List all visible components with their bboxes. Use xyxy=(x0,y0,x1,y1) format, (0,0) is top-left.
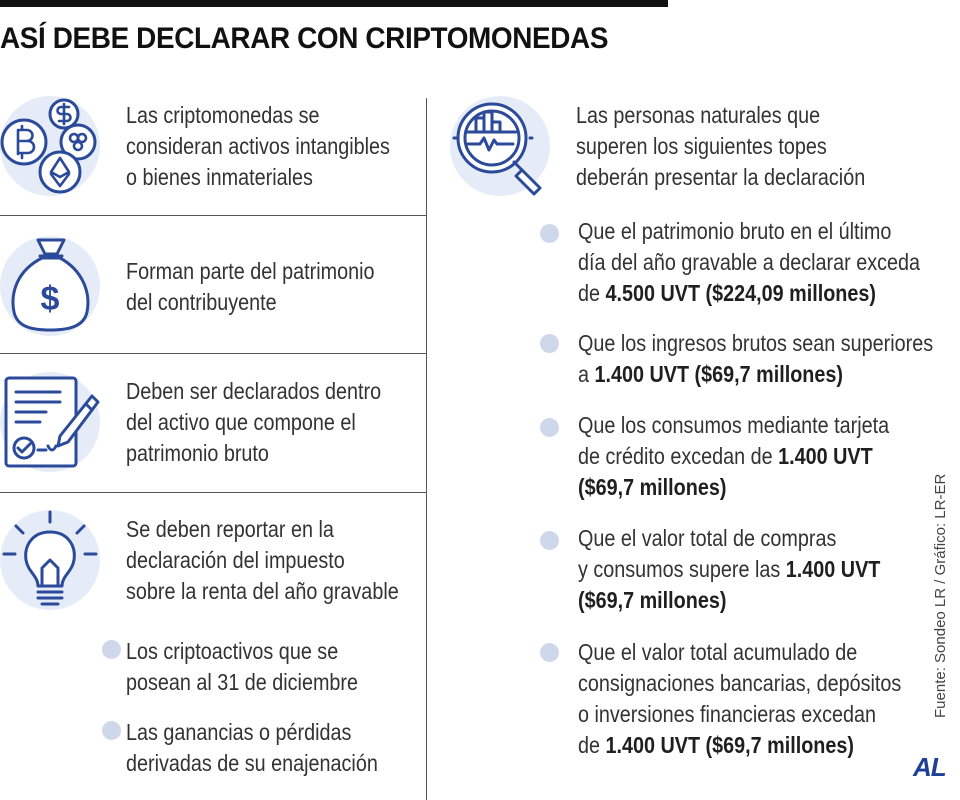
list-item: Las ganancias o pérdidas derivadas de su… xyxy=(126,717,378,779)
list-item: Que los consumos mediante tarjeta de cré… xyxy=(578,410,889,503)
bullet-dot xyxy=(102,721,121,740)
block-text-line: del activo que compone el xyxy=(126,409,356,435)
bullet-text-line: Que los ingresos brutos sean superiores xyxy=(578,330,934,356)
light-bulb-icon xyxy=(2,510,98,606)
bullet-text-line: Que el valor total acumulado de xyxy=(578,639,858,665)
bullet-text-line: de 1.400 UVT ($69,7 millones) xyxy=(578,730,901,761)
block-text-line: Se deben reportar en la xyxy=(126,516,334,542)
bullet-text-line: de 4.500 UVT ($224,09 millones) xyxy=(578,278,920,309)
threshold-value: 1.400 UVT xyxy=(785,556,881,582)
column-divider xyxy=(426,98,427,800)
magnifier-chart-icon xyxy=(452,102,542,196)
block-text-line: consideran activos intangibles xyxy=(126,133,390,159)
bullet-text-line: a 1.400 UVT ($69,7 millones) xyxy=(578,359,933,390)
bullet-dot xyxy=(540,334,559,353)
bullet-text-line: o inversiones financieras excedan xyxy=(578,701,876,727)
bullet-text-line: día del año gravable a declarar exceda xyxy=(578,249,920,275)
threshold-value: 1.400 UVT ($69,7 millones) xyxy=(594,361,843,387)
top-rule xyxy=(0,0,668,7)
bullet-text-line: Las ganancias o pérdidas xyxy=(126,719,352,745)
bullet-text-line: ($69,7 millones) xyxy=(578,472,889,503)
bullet-text: y consumos supere las xyxy=(578,556,786,582)
bullet-text-line: derivadas de su enajenación xyxy=(126,750,378,776)
money-bag-icon: $ xyxy=(11,238,90,332)
publisher-logo: AL xyxy=(913,752,947,782)
bullet-text-line: posean al 31 de diciembre xyxy=(126,669,359,695)
bullet-text-line: de crédito excedan de 1.400 UVT xyxy=(578,441,889,472)
bullet-dot xyxy=(540,531,559,550)
threshold-value: ($69,7 millones) xyxy=(578,474,727,500)
signed-document-icon xyxy=(4,376,100,468)
block-text-line: patrimonio bruto xyxy=(126,440,269,466)
block-text-line: Las criptomonedas se xyxy=(126,102,320,128)
bullet-text-line: ($69,7 millones) xyxy=(578,585,880,616)
bullet-text: de xyxy=(578,280,606,306)
threshold-value: ($69,7 millones) xyxy=(578,587,727,613)
row-divider xyxy=(0,492,426,493)
list-item: Que el patrimonio bruto en el último día… xyxy=(578,216,920,309)
block-text-line: o bienes inmateriales xyxy=(126,164,313,190)
source-credit: Fuente: Sondeo LR / Gráfico: LR-ER xyxy=(932,473,949,718)
row-divider xyxy=(0,215,426,216)
threshold-value: 1.400 UVT xyxy=(778,443,873,469)
threshold-value: 1.400 UVT ($69,7 millones) xyxy=(605,732,854,758)
block-text-line: Deben ser declarados dentro xyxy=(126,378,382,404)
list-item: Los criptoactivos que se posean al 31 de… xyxy=(126,636,358,698)
bullet-text-line: Que el patrimonio bruto en el último xyxy=(578,218,892,244)
row-divider xyxy=(0,353,426,354)
bullet-dot xyxy=(540,643,559,662)
bullet-dot xyxy=(102,640,121,659)
block-text-line: sobre la renta del año gravable xyxy=(126,578,399,604)
block-text-line: del contribuyente xyxy=(126,289,277,315)
dollar-sign-icon: $ xyxy=(41,280,60,318)
bullet-text-line: consignaciones bancarias, depósitos xyxy=(578,670,902,696)
intro-text-line: superen los siguientes topes xyxy=(576,133,827,159)
bullet-text: de crédito excedan de xyxy=(578,443,779,469)
list-item: Que el valor total acumulado de consigna… xyxy=(578,637,901,761)
list-item: Que los ingresos brutos sean superiores … xyxy=(578,328,933,390)
bullet-text: de xyxy=(578,732,606,758)
intro-text-line: Las personas naturales que xyxy=(576,102,821,128)
bullet-text-line: y consumos supere las 1.400 UVT xyxy=(578,554,880,585)
bullet-text-line: Que los consumos mediante tarjeta xyxy=(578,412,890,438)
intro-text-line: deberán presentar la declaración xyxy=(576,164,866,190)
crypto-coins-icon xyxy=(0,98,97,194)
bullet-dot xyxy=(540,418,559,437)
list-item: Que el valor total de compras y consumos… xyxy=(578,523,880,616)
bullet-text-line: Los criptoactivos que se xyxy=(126,638,339,664)
bullet-text: a xyxy=(578,361,595,387)
bullet-text-line: Que el valor total de compras xyxy=(578,525,837,551)
block-text-line: declaración del impuesto xyxy=(126,547,345,573)
page-title: ASÍ DEBE DECLARAR CON CRIPTOMONEDAS xyxy=(0,22,609,55)
threshold-value: 4.500 UVT ($224,09 millones) xyxy=(605,280,876,306)
bullet-dot xyxy=(540,224,559,243)
block-text-line: Forman parte del patrimonio xyxy=(126,258,375,284)
